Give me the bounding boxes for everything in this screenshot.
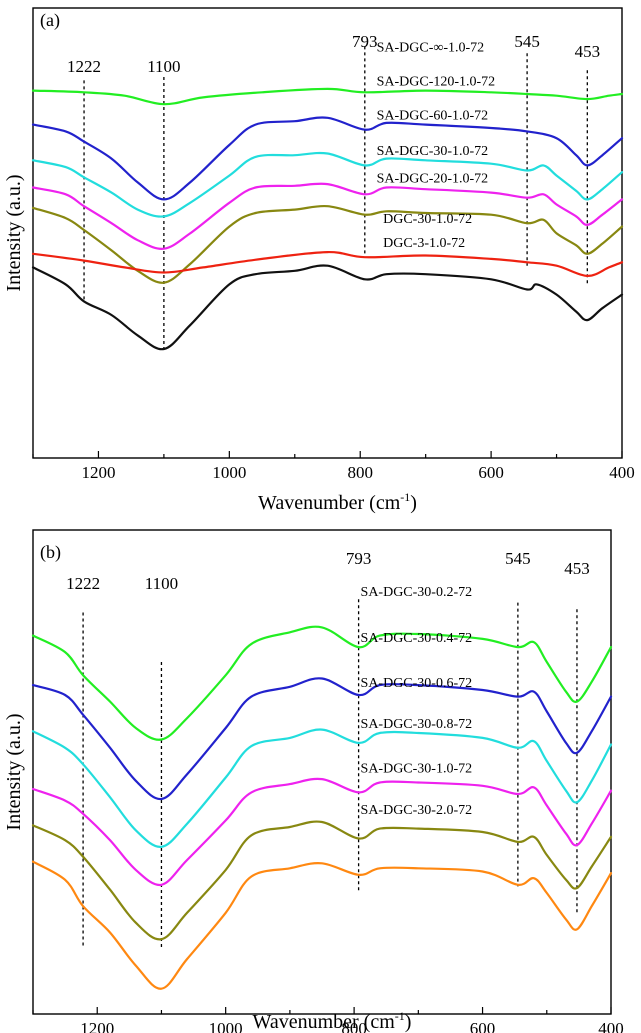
x-tick-label: 800	[347, 463, 373, 482]
plot-frame	[32, 529, 612, 1015]
spectrum-line	[31, 250, 624, 278]
series-label: DGC-3-1.0-72	[383, 236, 465, 251]
peak-label: 793	[352, 32, 378, 51]
series-label: SA-DGC-30-0.2-72	[361, 585, 473, 600]
spectrum-line	[31, 777, 613, 887]
x-tick-label: 1200	[80, 1019, 114, 1033]
spectrum-line	[31, 264, 624, 351]
series-label: DGC-30-1.0-72	[383, 212, 472, 227]
panel-label: (a)	[40, 10, 60, 31]
x-tick-label: 400	[598, 1019, 624, 1033]
spectrum-line	[31, 116, 624, 201]
series-label: SA-DGC-30-0.4-72	[361, 631, 473, 646]
panel-label: (b)	[40, 542, 61, 563]
series-label: SA-DGC-30-1.0-72	[361, 762, 473, 777]
x-axis-label: Wavenumber (cm-1)	[258, 490, 417, 514]
x-tick-label: 600	[478, 463, 504, 482]
peak-label: 1222	[67, 57, 101, 76]
x-tick-label: 400	[609, 463, 635, 482]
panel-b: 1200 1000 800 600 400 Wavenumber (cm-1) Intens…	[3, 529, 624, 1033]
spectrum-line	[31, 728, 613, 848]
spectrum-line	[31, 87, 624, 106]
peak-label: 453	[564, 559, 590, 578]
panel-a: 1200 1000 800 600 400 Wavenumber (cm-1) Intens…	[3, 7, 635, 514]
spectrum-line	[31, 677, 613, 801]
series-label: SA-DGC-30-1.0-72	[377, 144, 489, 159]
spectrum-line	[31, 182, 624, 250]
series-label: SA-DGC-120-1.0-72	[377, 75, 496, 90]
x-tick-label: 1200	[81, 463, 115, 482]
x-tick-label: 1000	[209, 1019, 243, 1033]
spectrum-line	[31, 151, 624, 218]
x-tick-label: 1000	[212, 463, 246, 482]
spectrum-line	[31, 625, 613, 741]
plot-frame	[32, 7, 623, 459]
series-label: SA-DGC-60-1.0-72	[377, 109, 489, 124]
series-label: SA-DGC-30-2.0-72	[361, 803, 473, 818]
spectrum-line	[31, 820, 613, 941]
x-axis-label: Wavenumber (cm-1)	[253, 1009, 412, 1033]
x-tick-label: 800	[341, 1019, 367, 1033]
spectrum-line	[31, 204, 624, 284]
series-label: SA-DGC-30-0.8-72	[361, 717, 473, 732]
series-label: SA-DGC-20-1.0-72	[377, 171, 489, 186]
x-tick-label: 600	[470, 1019, 496, 1033]
y-axis-label: Intensity (a.u.)	[3, 713, 25, 830]
peak-label: 793	[346, 549, 372, 568]
series-label: SA-DGC-30-0.6-72	[361, 676, 473, 691]
peak-label: 1100	[145, 574, 178, 593]
peak-label: 1222	[66, 574, 100, 593]
peak-label: 453	[575, 42, 601, 61]
series-label: SA-DGC-∞-1.0-72	[377, 41, 485, 56]
peak-label: 545	[505, 549, 531, 568]
y-axis-label: Intensity (a.u.)	[3, 174, 25, 291]
peak-label: 1100	[147, 57, 180, 76]
peak-label: 545	[514, 32, 540, 51]
spectrum-line	[31, 860, 613, 990]
